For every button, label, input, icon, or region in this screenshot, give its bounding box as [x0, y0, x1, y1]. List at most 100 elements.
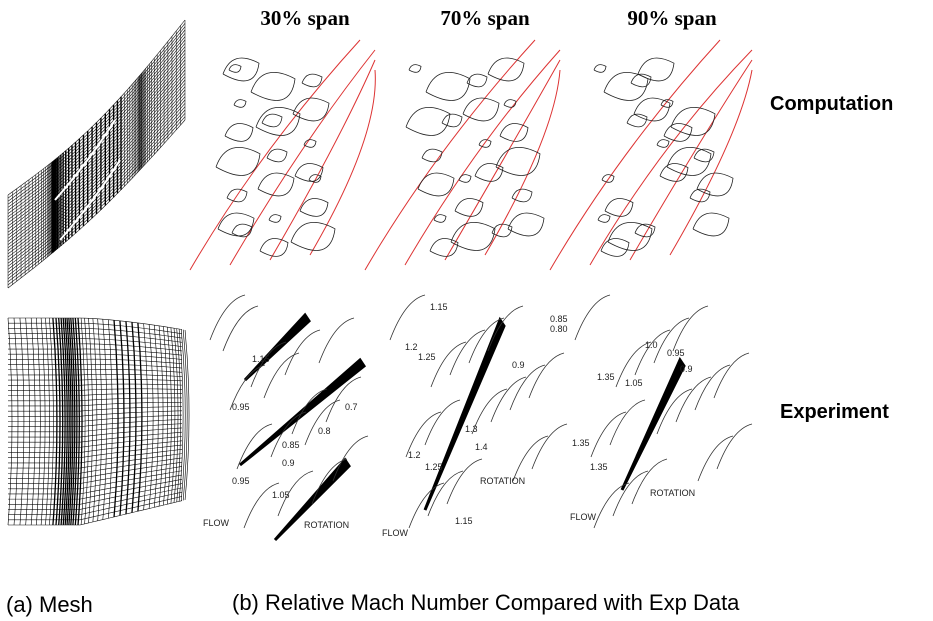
mesh-line: [8, 411, 182, 417]
contour: [697, 173, 733, 196]
contour: [634, 98, 670, 121]
contour: [210, 295, 245, 340]
contour: [529, 353, 564, 398]
blade-line: [365, 40, 535, 270]
contour-label: 0.95: [667, 348, 685, 358]
caption: (b) Relative Mach Number Compared with E…: [232, 590, 740, 615]
contour: [693, 213, 729, 236]
contour: [223, 58, 259, 81]
mesh-line: [8, 445, 182, 458]
contour: [426, 72, 470, 100]
blade-line: [310, 70, 375, 255]
contour: [304, 140, 316, 148]
blade-line: [670, 70, 752, 255]
contour: [409, 65, 421, 73]
contour-label: ROTATION: [480, 476, 525, 486]
mesh-line: [8, 334, 182, 343]
contour-label: 1.35: [597, 372, 615, 382]
mesh-line: [8, 393, 182, 395]
contour-label: 1.05: [272, 490, 290, 500]
mesh-line: [8, 398, 182, 401]
contour-label: 1.15: [252, 354, 270, 364]
contour-label: 1.3: [465, 424, 478, 434]
contour-label: 1.35: [572, 438, 590, 448]
contour: [510, 365, 545, 410]
contour: [251, 72, 295, 100]
contour: [223, 306, 258, 351]
drawings: [8, 20, 752, 540]
contour-label: 0.8: [318, 426, 331, 436]
contour-label: 1.05: [625, 378, 643, 388]
contour: [657, 140, 669, 148]
contour-label: FLOW: [570, 512, 597, 522]
contour: [714, 353, 749, 398]
contour-label: FLOW: [203, 518, 230, 528]
contour-labels: 1.15 0.95 0.85 0.9 0.8 0.7 0.95 1.05 FLO…: [203, 302, 695, 538]
contour: [594, 65, 606, 73]
contour: [504, 100, 516, 108]
contour: [664, 124, 692, 142]
contour: [291, 222, 335, 250]
contour: [431, 342, 466, 387]
contour-label: FLOW: [382, 528, 409, 538]
contour-label: 0.80: [550, 324, 568, 334]
contour: [602, 175, 614, 183]
contour: [293, 98, 329, 121]
contour: [676, 377, 711, 422]
mesh-line: [8, 384, 182, 385]
contour: [591, 412, 626, 457]
row-label: Experiment: [780, 401, 889, 423]
blade-line: [445, 60, 560, 260]
contour-label: 0.85: [282, 440, 300, 450]
mesh-line: [8, 379, 182, 381]
contour: [717, 424, 752, 469]
contour: [575, 295, 610, 340]
caption: (a) Mesh: [6, 592, 93, 617]
contour: [610, 400, 645, 445]
blade-line: [405, 50, 560, 265]
contour: [434, 215, 446, 223]
contour-label: 0.95: [232, 402, 250, 412]
contour: [269, 215, 281, 223]
contour: [695, 365, 730, 410]
contour: [671, 107, 715, 135]
contour: [598, 215, 610, 223]
blade-line: [190, 40, 360, 270]
contour: [390, 295, 425, 340]
contour: [267, 149, 287, 162]
mesh-line: [8, 496, 182, 519]
contour: [512, 189, 532, 202]
contour-label: 1.2: [408, 450, 421, 460]
contour: [605, 199, 633, 217]
contour: [447, 459, 482, 504]
contour-label: 1.25: [418, 352, 436, 362]
contour: [225, 124, 253, 142]
contour: [232, 224, 252, 237]
contour-label: 1.35: [590, 462, 608, 472]
contour-label: 0.9: [680, 364, 693, 374]
contour: [635, 330, 670, 375]
contour-label: 1.2: [405, 342, 418, 352]
mesh-line: [8, 389, 182, 391]
contour: [430, 239, 458, 257]
contour: [258, 173, 294, 196]
blade-line: [550, 40, 720, 270]
contour: [673, 306, 708, 351]
mesh-line: [8, 492, 182, 514]
contour: [508, 213, 544, 236]
contour: [613, 471, 648, 516]
contour-label: 0.9: [282, 458, 295, 468]
contour: [475, 164, 503, 182]
row-label: Computation: [770, 93, 893, 115]
contour: [698, 436, 733, 481]
contour: [491, 377, 526, 422]
contour: [262, 114, 282, 127]
contour-label: 1.0: [645, 340, 658, 350]
contour-label: 1.4: [475, 442, 488, 452]
mesh-line: [8, 428, 182, 437]
contour: [302, 74, 322, 87]
contour: [442, 114, 462, 127]
contour-label: ROTATION: [304, 520, 349, 530]
contour: [229, 65, 241, 73]
contour: [459, 175, 471, 183]
